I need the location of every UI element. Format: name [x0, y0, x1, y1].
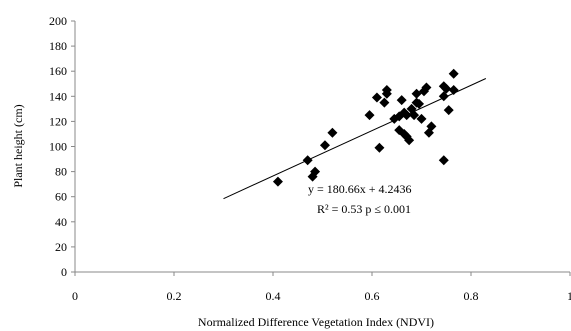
- data-point: [438, 155, 449, 166]
- x-tick-label: 0: [72, 289, 78, 303]
- y-tick-label: 160: [49, 64, 67, 78]
- data-point: [401, 110, 412, 121]
- data-point: [319, 140, 330, 151]
- data-point: [379, 97, 390, 108]
- y-tick-label: 0: [61, 265, 67, 279]
- data-point: [310, 166, 321, 177]
- data-point: [272, 176, 283, 187]
- trendline-stats: R² = 0.53 p ≤ 0.001: [317, 202, 411, 216]
- data-point: [421, 82, 432, 93]
- data-point: [302, 155, 313, 166]
- data-point: [364, 110, 375, 121]
- y-tick-label: 200: [49, 14, 67, 28]
- y-axis-title: Plant height (cm): [11, 104, 25, 187]
- data-point: [414, 98, 425, 109]
- data-point: [416, 113, 427, 124]
- data-point: [409, 110, 420, 121]
- x-axis-ticks: 0 0.2 0.4 0.6 0.8 1: [72, 272, 571, 303]
- y-tick-label: 20: [55, 240, 67, 254]
- y-tick-label: 40: [55, 215, 67, 229]
- data-point: [374, 142, 385, 153]
- data-points: [272, 68, 459, 187]
- y-tick-label: 120: [49, 114, 67, 128]
- x-tick-label: 0.2: [167, 289, 182, 303]
- data-point: [371, 92, 382, 103]
- data-point: [438, 91, 449, 102]
- data-point: [443, 105, 454, 116]
- data-point: [426, 121, 437, 132]
- data-point: [404, 135, 415, 146]
- y-axis-ticks: 0 20 40 60 80 100 120 140 160 180 200: [49, 14, 75, 279]
- data-point: [441, 83, 452, 94]
- y-tick-label: 80: [55, 165, 67, 179]
- data-point: [448, 85, 459, 96]
- trendline-equation: y = 180.66x + 4.2436: [308, 182, 412, 196]
- x-tick-label: 0.6: [365, 289, 380, 303]
- y-tick-label: 180: [49, 39, 67, 53]
- y-tick-label: 100: [49, 140, 67, 154]
- data-point: [327, 127, 338, 138]
- x-tick-label: 0.4: [266, 289, 281, 303]
- data-point: [381, 88, 392, 99]
- data-point: [448, 68, 459, 79]
- x-tick-label: 0.8: [464, 289, 479, 303]
- x-axis-title: Normalized Difference Vegetation Index (…: [198, 315, 434, 329]
- data-point: [396, 95, 407, 106]
- x-tick-label: 1: [567, 289, 571, 303]
- y-tick-label: 60: [55, 190, 67, 204]
- y-tick-label: 140: [49, 89, 67, 103]
